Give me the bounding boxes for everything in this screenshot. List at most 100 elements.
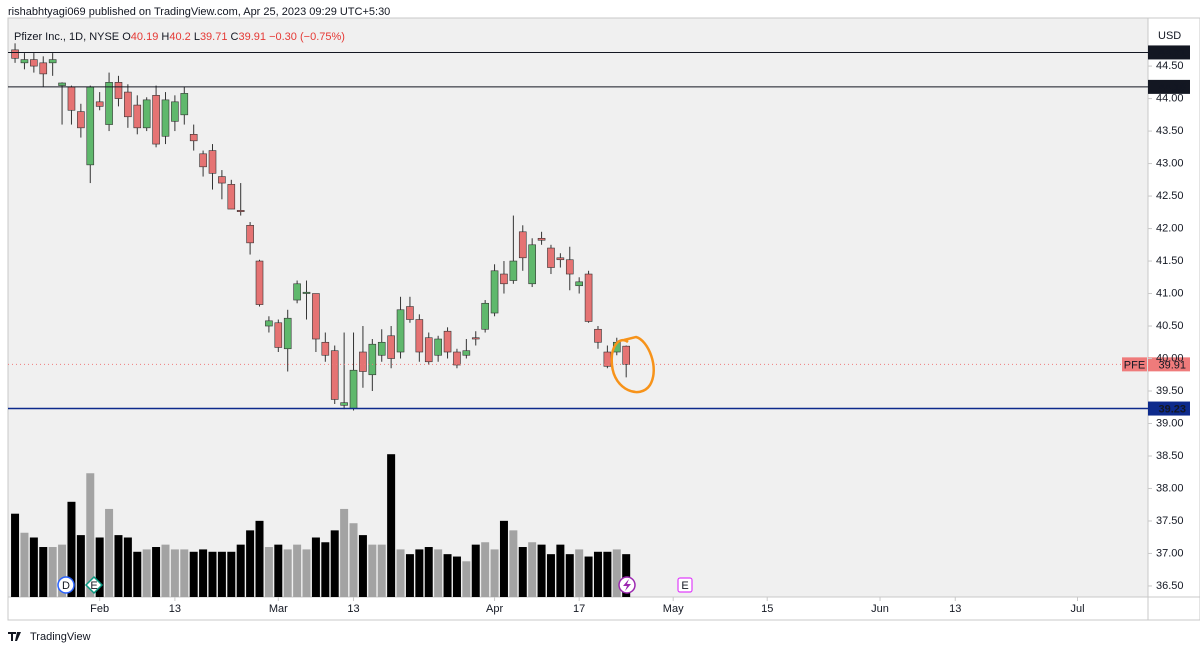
volume-bar bbox=[39, 547, 48, 597]
volume-bar bbox=[208, 551, 217, 597]
volume-bar bbox=[499, 520, 508, 597]
candle-body bbox=[105, 82, 113, 125]
x-tick-label: Jun bbox=[871, 603, 889, 615]
y-tick-label: 42.00 bbox=[1156, 222, 1184, 234]
y-tick-label: 37.00 bbox=[1156, 547, 1184, 559]
price-label-box bbox=[1148, 79, 1190, 94]
candle-body bbox=[377, 341, 386, 356]
candle-body bbox=[500, 273, 508, 285]
legend-change-pct: (−0.75%) bbox=[300, 31, 345, 43]
volume-bar bbox=[593, 551, 602, 597]
volume-bar bbox=[368, 544, 377, 597]
x-tick-label: Apr bbox=[486, 603, 503, 615]
x-tick-label: May bbox=[663, 603, 684, 615]
candle-body bbox=[453, 351, 461, 366]
price-label-box bbox=[1148, 45, 1190, 60]
tv-logo bbox=[8, 632, 21, 641]
volume-bar bbox=[603, 551, 612, 597]
volume-bar bbox=[114, 535, 123, 597]
y-tick-label: 39.00 bbox=[1156, 417, 1184, 429]
y-tick-label: 43.00 bbox=[1156, 157, 1184, 169]
legend-label: C bbox=[231, 31, 239, 43]
x-tick-label: 13 bbox=[949, 603, 961, 615]
chart-frame bbox=[7, 17, 1200, 621]
y-tick-label: 40.00 bbox=[1156, 352, 1184, 364]
candle-body bbox=[274, 322, 283, 348]
event-label: D bbox=[62, 580, 70, 592]
y-tick-label: 41.00 bbox=[1156, 287, 1184, 299]
volume-bar bbox=[293, 544, 302, 597]
candle-body bbox=[265, 320, 273, 327]
price-label: 44.71 bbox=[1158, 47, 1186, 59]
volume-bar bbox=[612, 549, 621, 597]
candle-body bbox=[30, 59, 38, 67]
candle-body bbox=[349, 369, 358, 409]
candle-body bbox=[565, 259, 574, 275]
candle-body bbox=[340, 402, 348, 406]
price-label-box bbox=[1148, 401, 1190, 416]
x-tick-label: Feb bbox=[90, 603, 109, 615]
legend-value: 40.2 bbox=[169, 31, 190, 43]
y-tick-label: 43.50 bbox=[1156, 125, 1184, 137]
volume-bar bbox=[133, 551, 142, 597]
volume-bar bbox=[123, 537, 132, 597]
volume-bar bbox=[58, 544, 67, 597]
volume-bar bbox=[105, 508, 114, 597]
volume-bar bbox=[452, 556, 461, 597]
candle-body bbox=[171, 101, 179, 122]
candle-body bbox=[471, 337, 480, 340]
candle-body bbox=[321, 341, 330, 356]
symbol-box bbox=[1122, 357, 1147, 372]
volume-bar bbox=[236, 544, 245, 597]
volume-bar bbox=[528, 542, 537, 597]
candle-body bbox=[95, 101, 104, 107]
candle-body bbox=[86, 86, 95, 166]
event-earnings[interactable] bbox=[677, 577, 693, 593]
candle-body bbox=[246, 224, 254, 244]
y-tick-label: 44.50 bbox=[1156, 60, 1184, 72]
candle-body bbox=[218, 176, 226, 184]
overlay: 44.71 44.18 39.23 PFE 39.91 bbox=[1122, 45, 1190, 416]
candle-body bbox=[161, 99, 170, 137]
candle-body bbox=[547, 247, 555, 268]
volume-bar bbox=[152, 547, 161, 597]
candle-body bbox=[77, 111, 85, 129]
candle-body bbox=[443, 330, 452, 353]
symbol-label: PFE bbox=[1124, 359, 1145, 371]
legend-change: −0.30 bbox=[269, 31, 297, 43]
y-tick-label: 42.50 bbox=[1156, 190, 1184, 202]
candle-body bbox=[180, 93, 189, 116]
candle-body bbox=[387, 335, 395, 359]
candle-body bbox=[208, 150, 217, 174]
legend-value: 39.71 bbox=[200, 31, 228, 43]
volume-bar bbox=[311, 537, 320, 597]
candle-body bbox=[312, 293, 320, 340]
event-earnings[interactable] bbox=[84, 575, 104, 595]
volume-bar bbox=[622, 554, 631, 597]
event-dividend[interactable] bbox=[57, 576, 75, 594]
volume-bar bbox=[405, 554, 414, 597]
legend-label: L bbox=[194, 31, 200, 43]
volume-bar bbox=[217, 551, 226, 597]
y-tick-label: 40.50 bbox=[1156, 320, 1184, 332]
chart-pane bbox=[8, 18, 1148, 597]
volume-bar bbox=[434, 549, 443, 597]
candle-body bbox=[20, 59, 29, 64]
volume-bar bbox=[377, 544, 386, 597]
y-tick-label: 44.00 bbox=[1156, 92, 1184, 104]
candle-body bbox=[396, 309, 405, 353]
legend-label: H bbox=[161, 31, 169, 43]
event-label: E bbox=[681, 580, 688, 592]
volume-bar bbox=[264, 547, 273, 597]
volume-bar bbox=[481, 542, 490, 597]
price-label-box bbox=[1148, 357, 1190, 372]
legend-value: 40.19 bbox=[131, 31, 159, 43]
volume-bar bbox=[387, 454, 396, 597]
candle-body bbox=[39, 62, 48, 75]
volume-bar bbox=[274, 544, 283, 597]
x-tick-label: Mar bbox=[269, 603, 288, 615]
volume-bar bbox=[76, 535, 85, 597]
volume-bar bbox=[180, 549, 189, 597]
candle-body bbox=[434, 338, 442, 356]
